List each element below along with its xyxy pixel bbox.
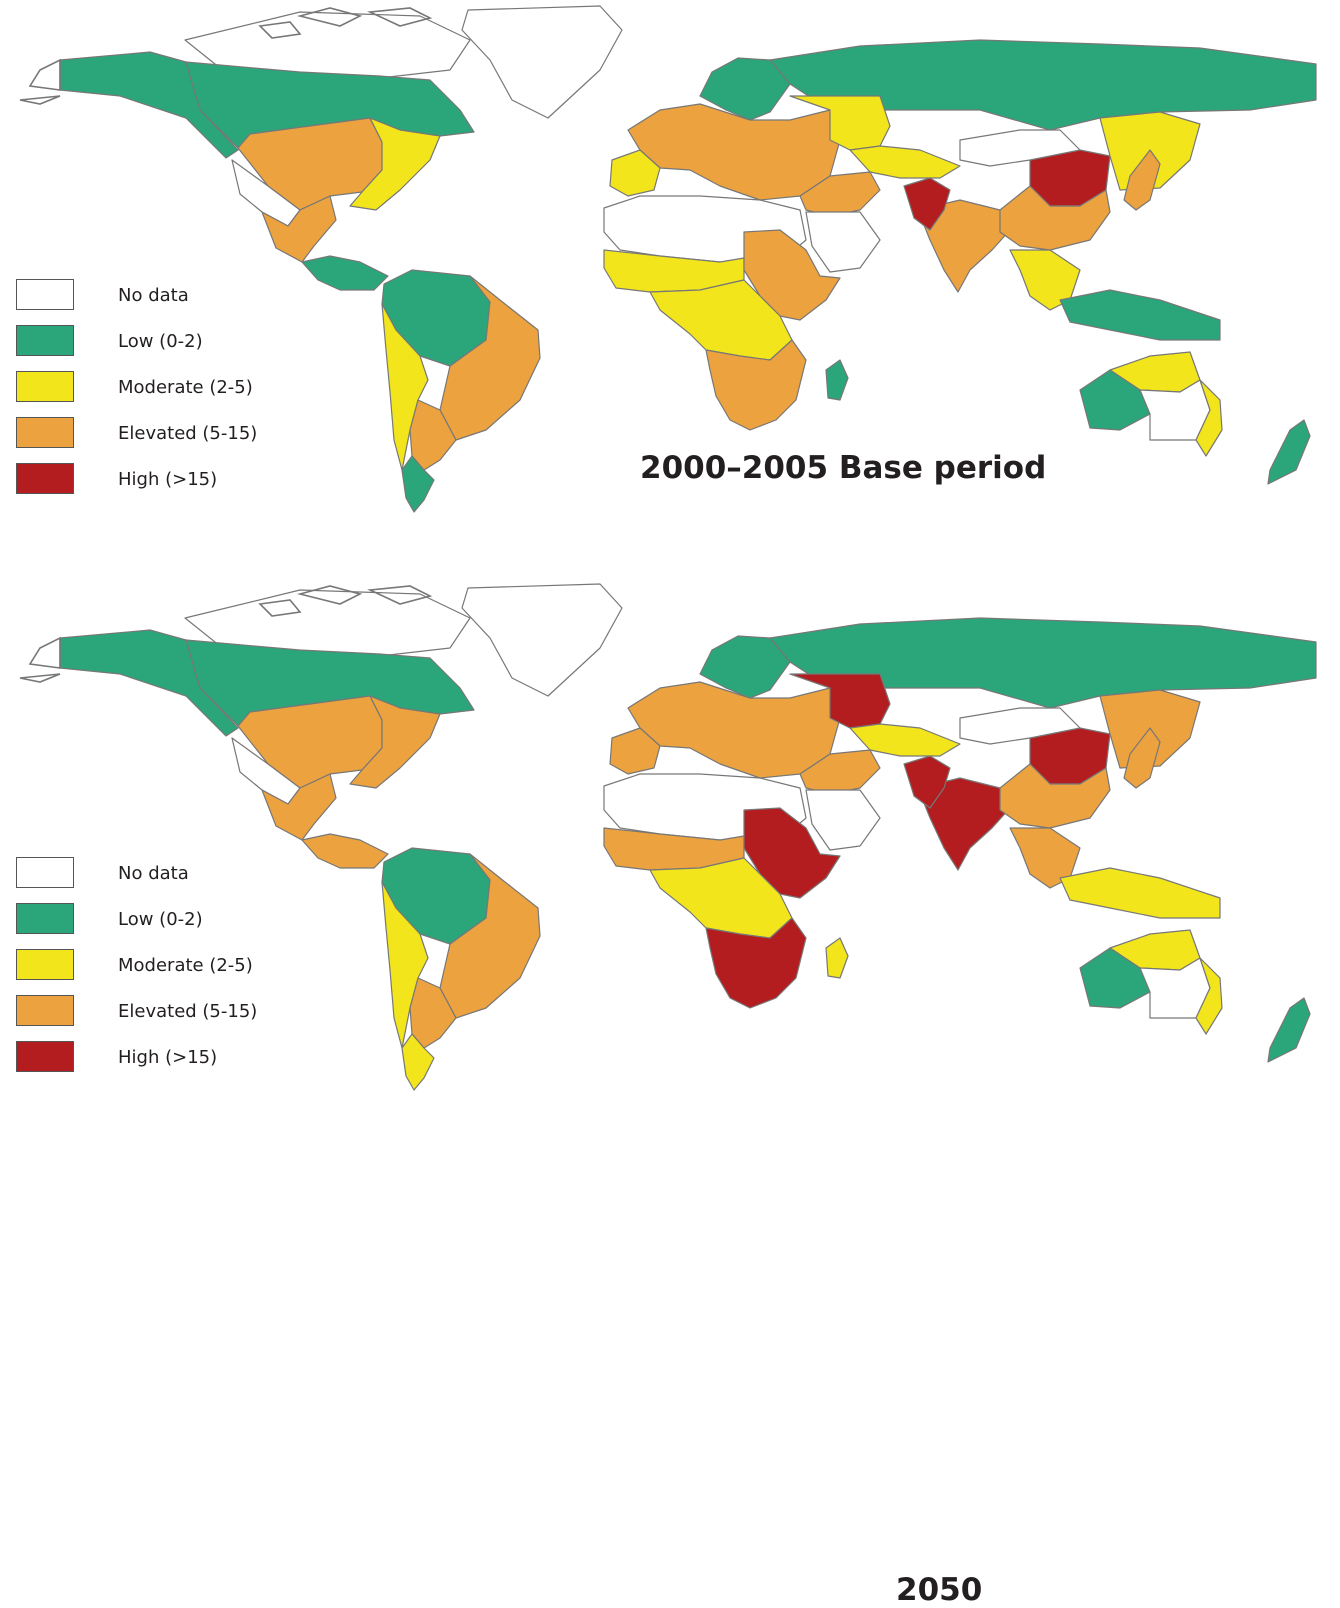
map-panel-2050: No data Low (0-2) Moderate (2-5) Elevate… xyxy=(0,578,1340,1608)
region-japan xyxy=(1123,727,1161,789)
region-horn-africa xyxy=(743,229,841,321)
legend-label-high: High (>15) xyxy=(118,1047,218,1068)
region-patagonia xyxy=(401,1033,435,1091)
region-southeast-asia xyxy=(1009,249,1081,311)
region-south-china xyxy=(999,185,1111,251)
region-japan xyxy=(1123,149,1161,211)
legend-swatch-high xyxy=(16,463,74,494)
panel-title-2050: 2050 xyxy=(896,1572,983,1608)
region-central-america xyxy=(301,833,389,869)
region-south-china xyxy=(999,763,1111,829)
region-middle-east xyxy=(799,749,881,795)
region-europe xyxy=(627,681,841,779)
region-patagonia xyxy=(401,455,435,513)
legend-label-no-data: No data xyxy=(118,285,189,306)
region-us-east xyxy=(349,695,441,789)
arctic-coastline xyxy=(19,673,61,683)
region-southern-africa xyxy=(705,339,807,431)
arctic-coastline xyxy=(28,636,61,669)
legend-label-low: Low (0-2) xyxy=(118,331,203,352)
region-iberia xyxy=(609,149,661,197)
legend-swatch-no-data xyxy=(16,279,74,310)
panel-title-base-period: 2000–2005 Base period xyxy=(640,450,1047,486)
arctic-coastline xyxy=(258,599,302,617)
region-central-asia xyxy=(849,723,961,757)
region-mexico xyxy=(261,195,337,263)
legend-label-moderate: Moderate (2-5) xyxy=(118,377,253,398)
region-greenland xyxy=(461,5,623,119)
region-central-asia xyxy=(849,145,961,179)
arctic-coastline xyxy=(296,585,363,605)
region-australia-east xyxy=(1195,379,1223,457)
region-southeast-asia xyxy=(1009,827,1081,889)
arctic-coastline xyxy=(367,585,433,605)
region-new-zealand xyxy=(1267,997,1311,1063)
region-indonesia xyxy=(1059,867,1221,919)
region-arabia xyxy=(805,789,881,851)
region-alaska xyxy=(59,51,239,159)
region-india xyxy=(917,777,1011,871)
region-australia-east xyxy=(1195,957,1223,1035)
region-arabia xyxy=(805,211,881,273)
region-mongolia xyxy=(959,129,1081,167)
region-middle-east xyxy=(799,171,881,217)
region-europe xyxy=(627,103,841,201)
region-brazil-east xyxy=(439,853,541,1019)
arctic-coastline xyxy=(367,7,433,27)
region-argentina xyxy=(409,399,457,471)
region-mexico xyxy=(261,773,337,841)
arctic-coastline xyxy=(296,7,363,27)
legend-swatch-low xyxy=(16,325,74,356)
legend-label-elevated: Elevated (5-15) xyxy=(118,1001,258,1022)
map-panel-base-period: No data Low (0-2) Moderate (2-5) Elevate… xyxy=(0,0,1340,540)
region-iberia xyxy=(609,727,661,775)
region-madagascar xyxy=(825,937,849,979)
legend-label-elevated: Elevated (5-15) xyxy=(118,423,258,444)
region-southern-africa xyxy=(705,917,807,1009)
legend-label-low: Low (0-2) xyxy=(118,909,203,930)
legend-label-high: High (>15) xyxy=(118,469,218,490)
arctic-coastline xyxy=(19,95,61,105)
region-indus xyxy=(903,755,951,809)
region-central-america xyxy=(301,255,389,291)
legend-swatch-elevated xyxy=(16,995,74,1026)
legend-label-moderate: Moderate (2-5) xyxy=(118,955,253,976)
legend-swatch-moderate xyxy=(16,371,74,402)
region-indus xyxy=(903,177,951,231)
region-indonesia xyxy=(1059,289,1221,341)
region-madagascar xyxy=(825,359,849,401)
region-us-east xyxy=(349,117,441,211)
world-map-base-period xyxy=(19,5,1317,513)
region-horn-africa xyxy=(743,807,841,899)
region-new-zealand xyxy=(1267,419,1311,485)
region-mongolia xyxy=(959,707,1081,745)
legend-swatch-low xyxy=(16,903,74,934)
region-brazil-east xyxy=(439,275,541,441)
arctic-coastline xyxy=(258,21,302,39)
arctic-coastline xyxy=(28,58,61,91)
legend-label-no-data: No data xyxy=(118,863,189,884)
region-greenland xyxy=(461,583,623,697)
region-alaska xyxy=(59,629,239,737)
legend-swatch-no-data xyxy=(16,857,74,888)
world-map-2050 xyxy=(19,583,1317,1091)
region-argentina xyxy=(409,977,457,1049)
legend-swatch-moderate xyxy=(16,949,74,980)
legend-swatch-high xyxy=(16,1041,74,1072)
region-india xyxy=(917,199,1011,293)
legend-swatch-elevated xyxy=(16,417,74,448)
